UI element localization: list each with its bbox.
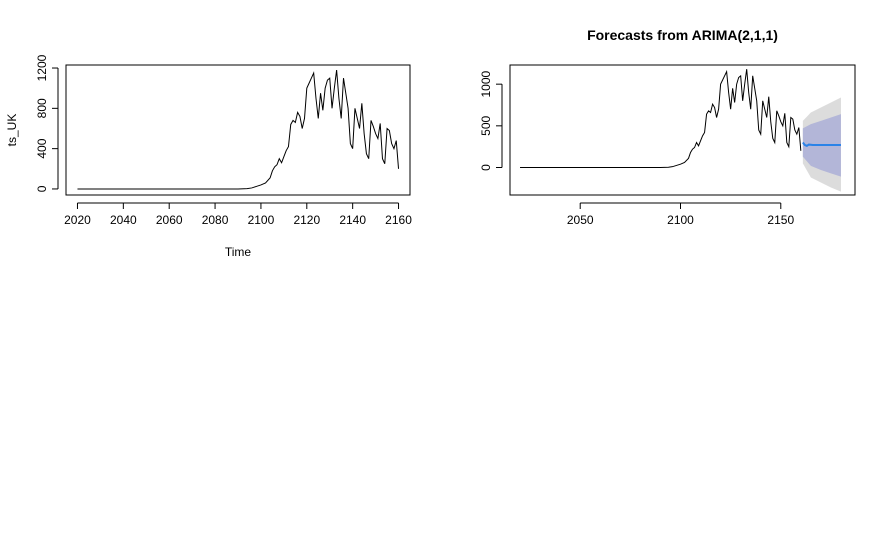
- x-axis-title: Time: [225, 245, 252, 259]
- plot-box: [509, 64, 856, 196]
- y-tick-label: 800: [35, 98, 49, 118]
- x-tick-label: 2100: [667, 213, 694, 227]
- x-tick-label: 2060: [156, 213, 183, 227]
- chart-title: Forecasts from ARIMA(2,1,1): [587, 27, 778, 43]
- y-tick-label: 1000: [479, 70, 493, 97]
- x-tick-label: 2140: [339, 213, 366, 227]
- x-tick-label: 2100: [248, 213, 275, 227]
- y-tick-label: 500: [479, 116, 493, 136]
- series-line-observed: [77, 69, 400, 190]
- x-tick-label: 2080: [202, 213, 229, 227]
- x-tick-label: 2160: [385, 213, 412, 227]
- plot-arima-forecast: 2050 2100 2150 0 500 1000 Forecasts from ARIMA…: [479, 27, 856, 227]
- y-tick-label: 1200: [35, 54, 49, 81]
- x-tick-label: 2050: [567, 213, 594, 227]
- y-tick-label: 400: [35, 138, 49, 158]
- plot-region: [77, 69, 400, 190]
- plot-ts-uk: 2020 2040 2060 2080 2100 2120 2140 2160 0 400 800 1…: [5, 54, 412, 259]
- x-tick-label: 2150: [767, 213, 794, 227]
- plot-region: [520, 69, 841, 192]
- series-line-forecast: [802, 141, 841, 147]
- x-tick-label: 2040: [110, 213, 137, 227]
- y-tick-label: 0: [479, 164, 493, 171]
- plot-box: [65, 64, 411, 196]
- x-tick-label: 2020: [64, 213, 91, 227]
- x-tick-label: 2120: [293, 213, 320, 227]
- series-line-observed: [520, 69, 802, 168]
- y-axis-title: ts_UK: [5, 114, 19, 147]
- y-tick-label: 0: [35, 185, 49, 192]
